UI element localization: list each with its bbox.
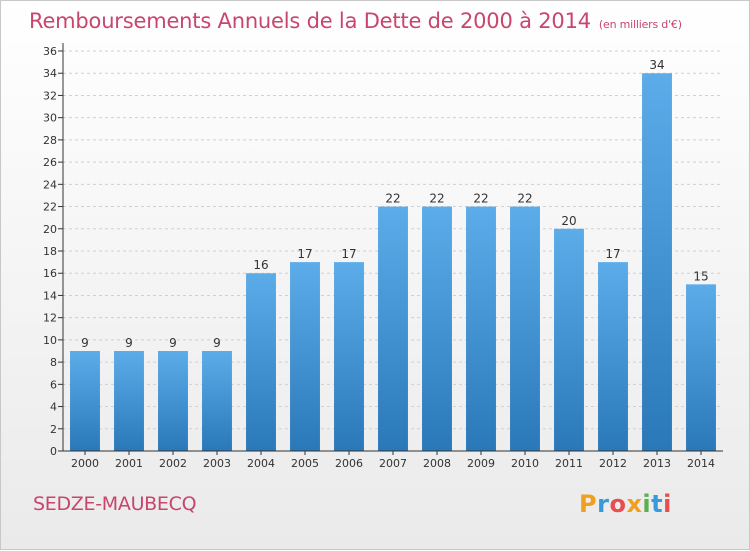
logo-letter: i [663, 490, 672, 518]
bar-2001 [114, 351, 144, 451]
bar-2009 [466, 206, 496, 451]
y-tick-label: 2 [50, 423, 57, 436]
data-label: 15 [693, 269, 708, 283]
bar-2013 [642, 73, 672, 451]
x-tick-label: 2010 [511, 457, 539, 470]
data-label: 9 [81, 336, 89, 350]
bars [70, 73, 716, 451]
bar-2002 [158, 351, 188, 451]
y-tick-label: 14 [43, 289, 57, 302]
data-label: 17 [341, 247, 356, 261]
y-tick-label: 30 [43, 112, 57, 125]
x-tick-label: 2011 [555, 457, 583, 470]
bar-2006 [334, 262, 364, 451]
bar-2014 [686, 284, 716, 451]
data-label: 9 [213, 336, 221, 350]
logo-letter: r [597, 490, 610, 518]
y-tick-label: 34 [43, 67, 57, 80]
logo-letter: P [579, 490, 598, 518]
x-tick-label: 2008 [423, 457, 451, 470]
y-tick-label: 12 [43, 312, 57, 325]
data-label: 17 [605, 247, 620, 261]
y-tick-label: 18 [43, 245, 57, 258]
data-label: 16 [253, 258, 268, 272]
chart-title: Remboursements Annuels de la Dette de 20… [29, 9, 682, 33]
data-label: 22 [517, 192, 532, 206]
x-tick-label: 2001 [115, 457, 143, 470]
data-label: 34 [649, 58, 664, 72]
bar-2010 [510, 206, 540, 451]
x-tick-label: 2003 [203, 457, 231, 470]
data-label: 22 [473, 192, 488, 206]
x-tick-label: 2009 [467, 457, 495, 470]
bar-2005 [290, 262, 320, 451]
data-label: 17 [297, 247, 312, 261]
y-tick-label: 32 [43, 89, 57, 102]
y-tick-label: 0 [50, 445, 57, 458]
bar-2008 [422, 206, 452, 451]
bar-2012 [598, 262, 628, 451]
logo-letter: t [651, 490, 664, 518]
x-tick-label: 2005 [291, 457, 319, 470]
y-tick-label: 26 [43, 156, 57, 169]
y-tick-label: 28 [43, 134, 57, 147]
y-tick-label: 6 [50, 378, 57, 391]
x-tick-label: 2002 [159, 457, 187, 470]
y-tick-label: 24 [43, 178, 57, 191]
x-tick-label: 2013 [643, 457, 671, 470]
data-label: 22 [429, 192, 444, 206]
data-label: 9 [125, 336, 133, 350]
x-tick-label: 2007 [379, 457, 407, 470]
bar-2007 [378, 206, 408, 451]
bar-2003 [202, 351, 232, 451]
data-label: 9 [169, 336, 177, 350]
logo-letter: o [609, 490, 627, 518]
chart-title-text: Remboursements Annuels de la Dette de 20… [29, 9, 591, 33]
y-tick-label: 16 [43, 267, 57, 280]
data-label: 22 [385, 192, 400, 206]
x-tick-label: 2000 [71, 457, 99, 470]
x-tick-label: 2006 [335, 457, 363, 470]
bar-2000 [70, 351, 100, 451]
y-tick-label: 36 [43, 45, 57, 58]
y-tick-label: 20 [43, 223, 57, 236]
data-labels: 9 9 9 9 16 17 17 22 22 22 22 20 17 34 15 [81, 58, 708, 350]
y-tick-label: 22 [43, 201, 57, 214]
y-tick-label: 8 [50, 356, 57, 369]
chart-subtitle: (en milliers d'€) [598, 18, 682, 31]
y-tick-label: 4 [50, 401, 57, 414]
bar-2011 [554, 228, 584, 451]
logo-letter: x [626, 490, 643, 518]
x-tick-label: 2004 [247, 457, 275, 470]
y-tick-label: 10 [43, 334, 57, 347]
commune-name: SEDZE-MAUBECQ [33, 493, 197, 515]
proxiti-logo: Proxiti [579, 490, 672, 518]
data-label: 20 [561, 214, 576, 228]
x-tick-label: 2014 [687, 457, 715, 470]
bar-2004 [246, 273, 276, 451]
x-tick-label: 2012 [599, 457, 627, 470]
logo-letter: i [642, 490, 652, 518]
